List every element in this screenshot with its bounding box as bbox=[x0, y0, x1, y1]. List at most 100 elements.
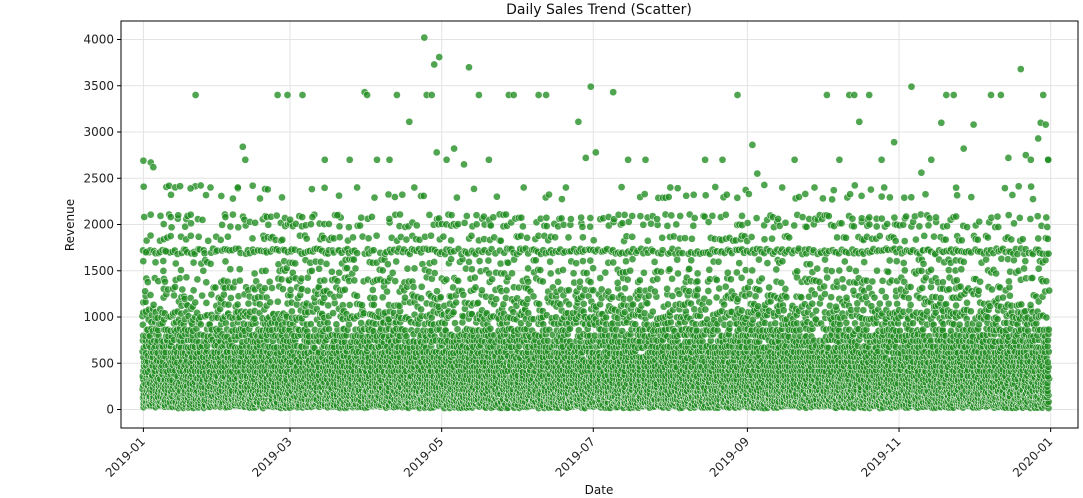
data-point bbox=[323, 319, 332, 327]
data-point bbox=[167, 190, 175, 199]
data-point bbox=[412, 221, 421, 230]
data-point bbox=[436, 293, 445, 302]
data-point bbox=[156, 212, 165, 220]
data-point bbox=[578, 223, 587, 231]
data-point bbox=[565, 300, 573, 309]
data-point bbox=[233, 300, 242, 309]
data-point bbox=[224, 300, 233, 309]
data-point bbox=[324, 301, 333, 310]
data-point bbox=[167, 223, 176, 232]
data-point bbox=[364, 234, 373, 243]
data-point bbox=[335, 222, 344, 231]
data-point bbox=[141, 287, 149, 296]
data-point bbox=[460, 219, 469, 227]
data-point bbox=[470, 273, 479, 282]
data-point bbox=[196, 181, 205, 190]
data-point bbox=[178, 285, 187, 294]
data-point bbox=[609, 258, 618, 267]
data-point bbox=[332, 320, 341, 329]
data-point bbox=[478, 286, 486, 295]
data-point bbox=[189, 258, 198, 267]
data-point bbox=[226, 265, 235, 274]
data-point bbox=[193, 275, 202, 284]
data-point bbox=[229, 194, 237, 203]
data-point bbox=[558, 195, 566, 203]
data-point bbox=[623, 275, 632, 284]
data-point bbox=[351, 264, 360, 273]
data-point bbox=[417, 282, 426, 291]
data-point bbox=[524, 277, 533, 286]
data-point bbox=[621, 284, 629, 293]
data-point bbox=[586, 256, 595, 265]
data-point bbox=[353, 249, 361, 257]
data-point bbox=[268, 284, 276, 292]
data-point bbox=[146, 291, 155, 299]
data-point bbox=[551, 233, 559, 242]
data-point bbox=[244, 299, 253, 308]
data-point bbox=[206, 259, 215, 268]
data-point bbox=[345, 301, 354, 309]
data-point bbox=[200, 249, 209, 258]
data-point bbox=[471, 283, 480, 292]
data-point bbox=[542, 213, 551, 222]
data-point bbox=[589, 236, 598, 245]
data-point bbox=[465, 258, 473, 266]
data-point bbox=[182, 273, 191, 282]
data-point bbox=[221, 257, 230, 266]
data-point bbox=[191, 298, 200, 307]
data-point bbox=[388, 268, 397, 277]
data-point bbox=[385, 215, 394, 223]
data-point bbox=[502, 210, 510, 219]
data-point bbox=[620, 211, 629, 219]
data-point bbox=[493, 192, 501, 201]
data-point bbox=[535, 300, 543, 308]
data-point bbox=[557, 214, 566, 223]
data-point bbox=[341, 285, 349, 294]
data-point bbox=[475, 257, 484, 265]
data-point bbox=[383, 287, 391, 296]
data-point bbox=[235, 265, 244, 274]
data-point bbox=[356, 221, 364, 230]
data-point bbox=[392, 257, 401, 266]
data-point bbox=[277, 275, 286, 284]
data-point bbox=[545, 190, 553, 199]
data-point bbox=[298, 213, 307, 221]
data-point bbox=[569, 269, 578, 278]
data-point bbox=[410, 264, 419, 273]
data-point bbox=[542, 222, 551, 230]
data-point bbox=[343, 264, 351, 272]
data-point bbox=[189, 286, 198, 295]
data-point bbox=[372, 231, 381, 240]
data-point bbox=[297, 274, 306, 283]
data-point bbox=[589, 264, 597, 273]
data-point bbox=[273, 297, 282, 306]
data-point bbox=[194, 232, 203, 241]
data-point bbox=[186, 294, 195, 302]
data-point bbox=[564, 286, 573, 295]
data-point bbox=[499, 300, 508, 309]
data-point bbox=[236, 276, 244, 285]
data-point bbox=[572, 259, 581, 268]
data-point bbox=[579, 257, 587, 265]
data-point bbox=[166, 232, 175, 240]
data-point bbox=[349, 233, 357, 242]
data-point bbox=[559, 266, 567, 274]
data-point bbox=[403, 264, 412, 273]
data-point bbox=[198, 291, 206, 300]
data-point bbox=[303, 286, 312, 295]
data-point bbox=[202, 191, 210, 199]
data-point bbox=[272, 211, 281, 220]
data-point bbox=[211, 283, 220, 292]
data-point bbox=[186, 210, 195, 219]
data-point bbox=[234, 223, 243, 232]
data-point bbox=[470, 185, 478, 193]
data-point bbox=[487, 221, 495, 230]
data-point bbox=[187, 219, 195, 228]
data-point bbox=[454, 277, 462, 285]
data-point bbox=[602, 313, 610, 322]
data-point bbox=[171, 283, 179, 291]
data-point bbox=[488, 275, 496, 284]
data-point bbox=[459, 291, 468, 299]
data-point bbox=[554, 278, 562, 286]
